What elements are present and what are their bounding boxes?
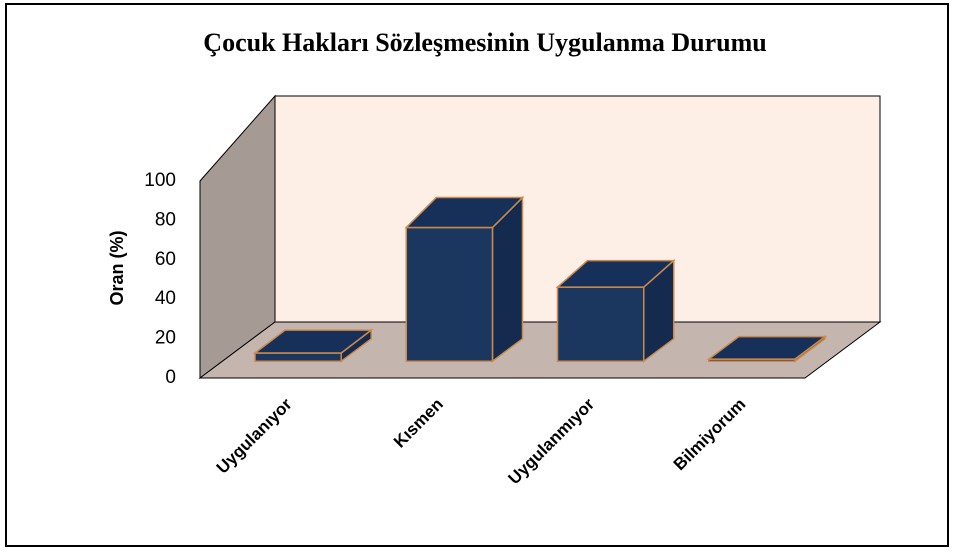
chart-title: Çocuk Hakları Sözleşmesinin Uygulanma Du… (203, 28, 766, 57)
bar-front (405, 226, 494, 362)
bar (706, 335, 828, 363)
bar (252, 328, 374, 363)
bar-top (706, 335, 828, 360)
y-tick-label: 80 (155, 209, 176, 230)
bar-front (254, 352, 342, 362)
bar (555, 258, 676, 363)
bar (404, 195, 525, 363)
y-axis-label: Oran (%) (107, 230, 127, 305)
y-tick-label: 20 (155, 328, 176, 349)
y-tick-label: 40 (155, 288, 176, 309)
bar-top (252, 329, 374, 354)
y-tick-label: 0 (165, 367, 176, 388)
bar-top (555, 259, 676, 288)
y-tick-label: 100 (144, 170, 176, 191)
y-tick-label: 60 (155, 249, 176, 270)
bar-front (556, 286, 645, 362)
bar-top (404, 196, 525, 229)
